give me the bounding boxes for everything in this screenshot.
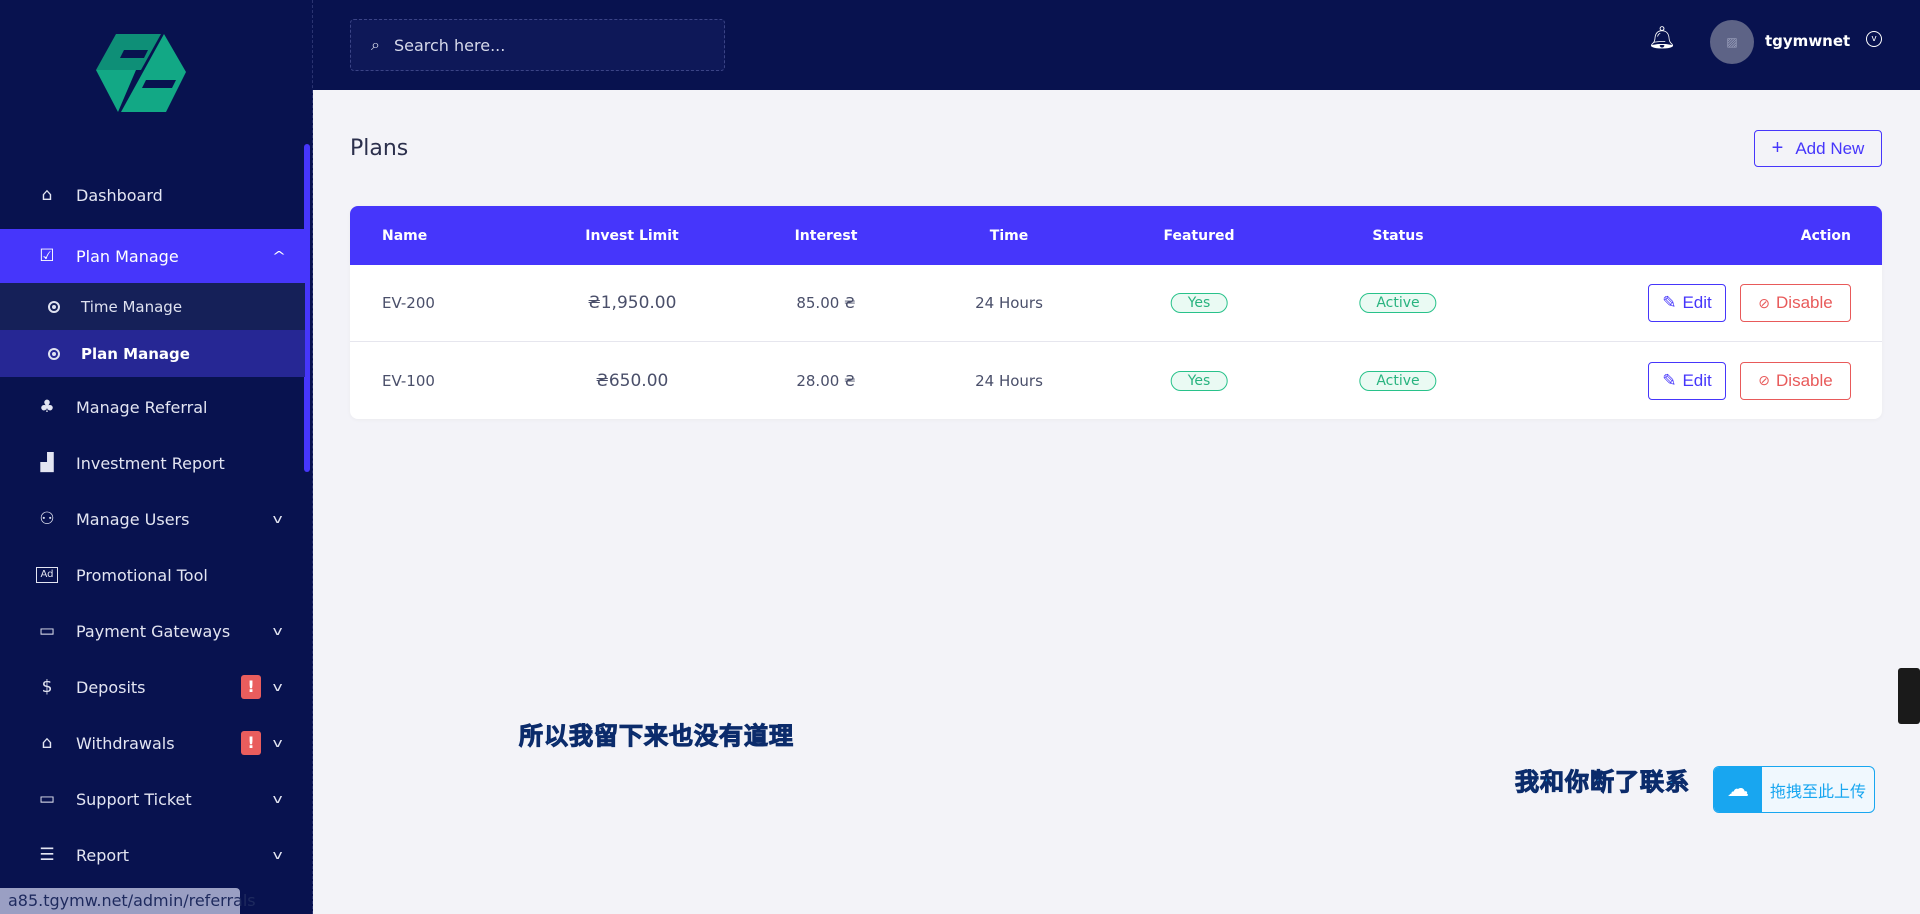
plan-name: EV-200	[382, 294, 435, 312]
sidebar-item-investment-report[interactable]: ▟ Investment Report	[0, 436, 305, 490]
avatar[interactable]: ▨	[1710, 20, 1754, 64]
username[interactable]: tgymwnet	[1765, 32, 1851, 50]
sidebar-item-promotional-tool[interactable]: Ad Promotional Tool	[0, 548, 305, 602]
plus-icon: +	[1771, 137, 1784, 159]
logo	[96, 34, 186, 112]
sidebar-item-manage-users[interactable]: ⚇ Manage Users v	[0, 492, 305, 546]
page-title: Plans	[350, 136, 409, 161]
interest: 28.00 ₴	[796, 371, 856, 390]
chevron-down-icon: v	[272, 736, 283, 750]
column-header: Status	[1372, 227, 1424, 244]
sidebar-item-payment-gateways[interactable]: ▭ Payment Gateways v	[0, 604, 305, 658]
ticket-icon: ▭	[38, 789, 56, 809]
status-badge: Active	[1359, 370, 1437, 391]
alert-badge: !	[241, 731, 261, 755]
sidebar-item-plan-manage[interactable]: ☑ Plan Manage ^	[0, 229, 305, 283]
bell-icon[interactable]: 🔔︎	[1648, 26, 1676, 51]
list-icon: ☰	[39, 845, 55, 865]
circle-dot-icon	[48, 300, 60, 313]
chevron-down-icon: v	[272, 624, 283, 638]
ad-icon: Ad	[36, 567, 58, 583]
circle-dot-icon	[48, 347, 60, 360]
video-subtitle: 我和你断了联系	[1515, 768, 1690, 797]
alert-badge: !	[241, 675, 261, 699]
time: 24 Hours	[975, 294, 1043, 312]
edit-button[interactable]: ✎ Edit	[1648, 284, 1726, 322]
sidebar: ⌂ Dashboard ☑ Plan Manage ^ Time Manage …	[0, 0, 313, 914]
table-row: EV-100 ₴650.00 28.00 ₴ 24 Hours Yes Acti…	[350, 342, 1882, 419]
column-header: Name	[382, 227, 428, 244]
tree-icon: ♣	[39, 397, 55, 417]
side-widget[interactable]	[1898, 668, 1920, 724]
search-icon: ⌕	[371, 35, 380, 54]
disable-button[interactable]: ⊘ Disable	[1740, 361, 1851, 400]
eye-slash-icon: ⊘	[1758, 294, 1771, 311]
bank-icon: ⌂	[41, 733, 53, 753]
pencil-icon: ✎	[1662, 293, 1677, 312]
column-header: Interest	[794, 227, 858, 244]
sidebar-item-support-ticket[interactable]: ▭ Support Ticket v	[0, 772, 305, 826]
home-icon: ⌂	[41, 185, 53, 205]
column-header: Featured	[1163, 227, 1235, 244]
featured-badge: Yes	[1170, 293, 1228, 313]
sidebar-item-manage-referral[interactable]: ♣ Manage Referral	[0, 380, 305, 434]
invest-limit: ₴1,950.00	[587, 293, 677, 313]
chevron-down-icon: v	[272, 680, 283, 694]
clipboard-check-icon: ☑	[39, 246, 55, 266]
bar-chart-icon: ▟	[40, 453, 54, 473]
add-new-button[interactable]: + Add New	[1754, 130, 1882, 167]
plan-name: EV-100	[382, 371, 435, 390]
table-row: EV-200 ₴1,950.00 85.00 ₴ 24 Hours Yes Ac…	[350, 265, 1882, 342]
chevron-up-icon: ^	[271, 249, 287, 263]
sidebar-item-withdrawals[interactable]: ⌂ Withdrawals ! v	[0, 716, 305, 770]
column-header: Action	[1800, 227, 1851, 244]
table-header: Name Invest Limit Interest Time Featured…	[350, 206, 1882, 265]
featured-badge: Yes	[1170, 370, 1228, 391]
sidebar-subitem-time-manage[interactable]: Time Manage	[0, 283, 305, 330]
search-input[interactable]: ⌕ Search here...	[350, 19, 725, 71]
sidebar-subitem-plan-manage[interactable]: Plan Manage	[0, 330, 305, 377]
sidebar-item-dashboard[interactable]: ⌂ Dashboard	[0, 168, 305, 222]
chevron-down-icon: v	[272, 848, 283, 862]
edit-button[interactable]: ✎ Edit	[1648, 361, 1726, 400]
column-header: Time	[989, 227, 1029, 244]
sidebar-scrollbar[interactable]	[304, 144, 310, 472]
status-badge: Active	[1359, 293, 1437, 313]
invest-limit: ₴650.00	[595, 370, 669, 391]
users-icon: ⚇	[39, 509, 55, 529]
column-header: Invest Limit	[585, 227, 679, 244]
upload-drop-widget[interactable]: ☁ 拖拽至此上传	[1713, 766, 1875, 813]
invoice-dollar-icon: $	[41, 677, 53, 697]
status-url: a85.tgymw.net/admin/referrals	[0, 888, 256, 914]
video-subtitle: 所以我留下来也没有道理	[519, 722, 794, 751]
cloud-icon: ☁	[1714, 767, 1762, 812]
credit-card-icon: ▭	[38, 621, 56, 641]
sidebar-item-deposits[interactable]: $ Deposits ! v	[0, 660, 305, 714]
interest: 85.00 ₴	[796, 294, 856, 312]
plans-table: Name Invest Limit Interest Time Featured…	[350, 206, 1882, 419]
chevron-down-icon: v	[272, 512, 283, 526]
chevron-down-icon[interactable]: v	[1866, 31, 1882, 47]
time: 24 Hours	[975, 371, 1043, 390]
eye-slash-icon: ⊘	[1758, 372, 1771, 388]
disable-button[interactable]: ⊘ Disable	[1740, 284, 1851, 322]
pencil-icon: ✎	[1662, 370, 1677, 390]
sidebar-item-report[interactable]: ☰ Report v	[0, 828, 305, 882]
top-header: ⌕ Search here... 🔔︎ ▨ tgymwnet v	[313, 0, 1920, 90]
chevron-down-icon: v	[272, 792, 283, 806]
